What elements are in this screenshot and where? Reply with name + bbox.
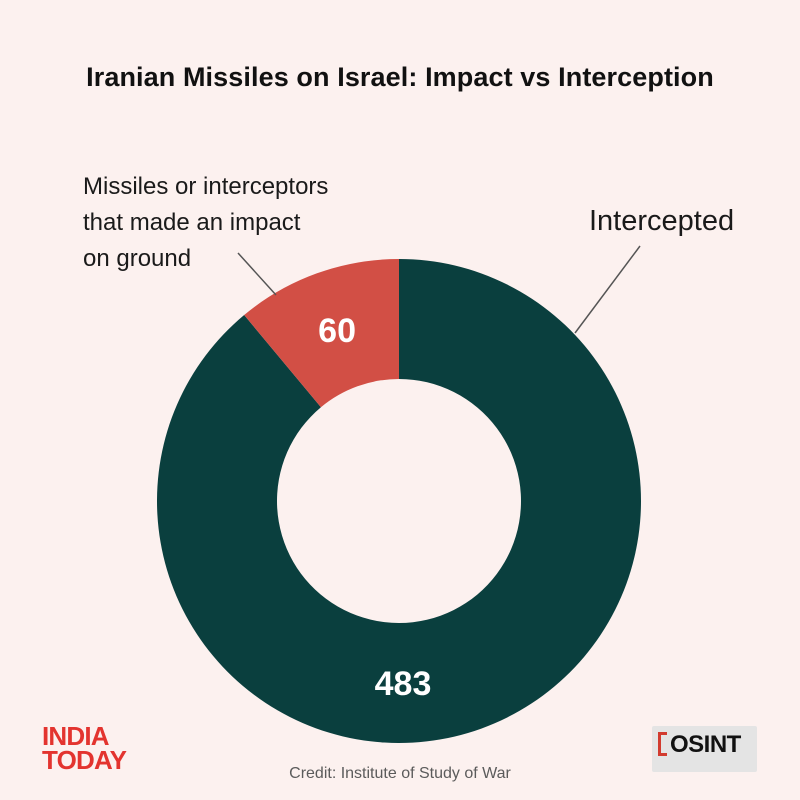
category-label-impact-line: Missiles or interceptors [83, 173, 328, 200]
india-today-logo: INDIA TODAY [42, 721, 127, 775]
slice-intercepted [156, 259, 641, 743]
osint-bracket-icon [658, 732, 667, 756]
value-label-impact: 60 [318, 312, 356, 350]
credit-text: Credit: Institute of Study of War [289, 765, 511, 782]
leader-line-intercepted [574, 245, 641, 334]
slice-impact [244, 259, 399, 408]
chart-title: Iranian Missiles on Israel: Impact vs In… [86, 62, 714, 92]
category-label-impact-line: that made an impact [83, 209, 301, 236]
category-label-intercepted: Intercepted [589, 205, 734, 237]
osint-logo-text: OSINT [670, 731, 741, 758]
value-label-intercepted: 483 [375, 665, 432, 703]
category-label-impact-line: on ground [83, 245, 191, 272]
leader-line-impact [237, 252, 277, 296]
osint-logo: OSINT [652, 726, 757, 772]
